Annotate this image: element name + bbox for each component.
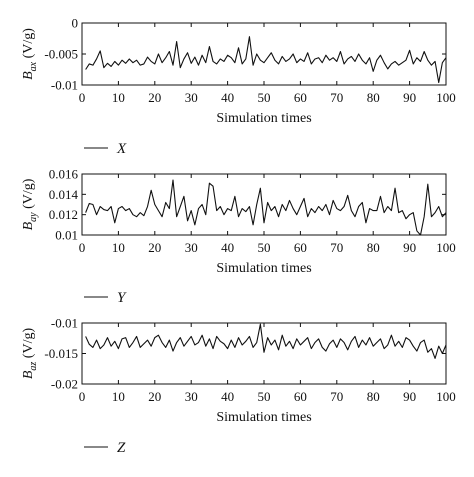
y-axis-label-symbol: B bbox=[21, 370, 36, 379]
x-tick-label: 60 bbox=[294, 90, 307, 105]
x-tick-label: 10 bbox=[112, 240, 125, 255]
x-tick-label: 40 bbox=[221, 90, 234, 105]
y-axis-label-symbol: B bbox=[21, 221, 36, 230]
x-tick-label: 10 bbox=[112, 389, 125, 404]
y-axis-label-unit: (V/g) bbox=[21, 28, 36, 62]
x-tick-label: 40 bbox=[221, 389, 234, 404]
legend-label: Z bbox=[117, 440, 126, 456]
y-tick-label: -0.01 bbox=[51, 316, 78, 331]
x-tick-label: 20 bbox=[148, 240, 161, 255]
x-tick-label: 30 bbox=[185, 240, 198, 255]
y-tick-label: 0.01 bbox=[55, 228, 78, 243]
y-tick-label: 0.012 bbox=[49, 207, 78, 222]
chart-panel-z: 0 10 20 30 40 50 60 70 80 90 100 -0.01 -0.015 -0.02 Si… bbox=[21, 316, 456, 457]
x-axis-label: Simulation times bbox=[216, 410, 311, 425]
y-tick-label: -0.02 bbox=[51, 377, 78, 392]
x-tick-label: 30 bbox=[185, 90, 198, 105]
x-tick-label: 70 bbox=[330, 389, 343, 404]
plot-frame bbox=[81, 322, 447, 385]
x-tick-label: 100 bbox=[436, 240, 456, 255]
x-tick-label: 100 bbox=[436, 389, 456, 404]
y-tick-label: 0.016 bbox=[49, 167, 79, 182]
x-tick-label: 90 bbox=[403, 90, 416, 105]
chart-panel-x: 0 10 20 30 40 50 60 70 80 90 100 0 -0.005 -0.01 Simula… bbox=[21, 16, 456, 158]
y-axis-label-subscript: ay bbox=[28, 212, 39, 222]
series-line-z bbox=[85, 323, 447, 359]
x-tick-label: 80 bbox=[367, 240, 380, 255]
x-tick-label: 80 bbox=[367, 90, 380, 105]
y-axis-label: Bay (V/g) bbox=[21, 178, 39, 230]
chart-panel-y: 0 10 20 30 40 50 60 70 80 90 100 0.016 0.014 0.012 0.0… bbox=[21, 167, 456, 307]
y-tick-label: 0.014 bbox=[49, 187, 79, 202]
x-tick-label: 70 bbox=[330, 240, 343, 255]
y-axis-label-symbol: B bbox=[21, 71, 36, 80]
x-tick-label: 80 bbox=[367, 389, 380, 404]
y-axis-label-unit: (V/g) bbox=[21, 328, 36, 362]
y-tick-label: 0 bbox=[72, 16, 79, 31]
y-axis-label: Bax (V/g) bbox=[21, 28, 39, 80]
x-tick-label: 0 bbox=[79, 389, 86, 404]
y-axis-label-unit: (V/g) bbox=[21, 178, 36, 212]
x-tick-label: 50 bbox=[258, 240, 271, 255]
x-tick-label: 20 bbox=[148, 389, 161, 404]
y-tick-label: -0.005 bbox=[44, 47, 78, 62]
series-line-x bbox=[85, 36, 447, 84]
plot-frame bbox=[81, 22, 447, 86]
x-tick-label: 30 bbox=[185, 389, 198, 404]
x-tick-label: 90 bbox=[403, 389, 416, 404]
x-tick-label: 50 bbox=[258, 90, 271, 105]
y-axis-label: Baz (V/g) bbox=[21, 328, 39, 380]
y-tick-label: -0.01 bbox=[51, 78, 78, 93]
x-tick-label: 90 bbox=[403, 240, 416, 255]
x-axis-label: Simulation times bbox=[216, 111, 311, 126]
x-tick-label: 0 bbox=[79, 240, 86, 255]
x-tick-label: 10 bbox=[112, 90, 125, 105]
x-tick-label: 60 bbox=[294, 240, 307, 255]
legend-label: Y bbox=[117, 290, 127, 306]
series-line-y bbox=[85, 179, 447, 236]
x-axis-label: Simulation times bbox=[216, 261, 311, 276]
x-tick-label: 20 bbox=[148, 90, 161, 105]
x-tick-label: 100 bbox=[436, 90, 456, 105]
x-tick-label: 70 bbox=[330, 90, 343, 105]
plot-frame bbox=[81, 173, 447, 236]
y-tick-label: -0.015 bbox=[44, 346, 78, 361]
y-axis-label-subscript: ax bbox=[28, 61, 39, 71]
y-axis-label-subscript: az bbox=[28, 362, 39, 371]
x-tick-label: 60 bbox=[294, 389, 307, 404]
legend-label: X bbox=[116, 141, 127, 157]
x-tick-label: 50 bbox=[258, 389, 271, 404]
x-tick-label: 40 bbox=[221, 240, 234, 255]
x-tick-label: 0 bbox=[79, 90, 86, 105]
